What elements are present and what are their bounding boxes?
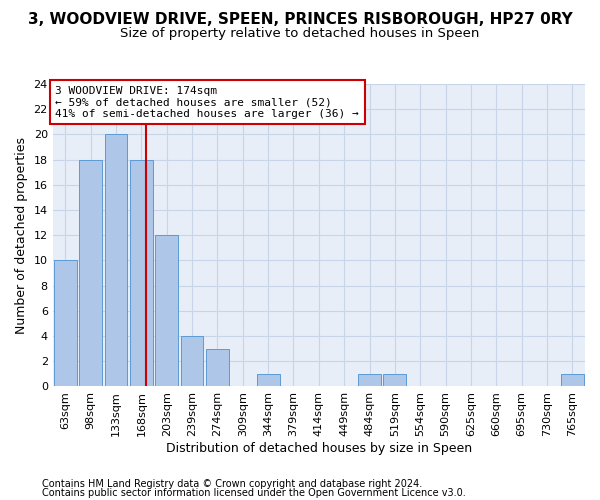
Text: Contains HM Land Registry data © Crown copyright and database right 2024.: Contains HM Land Registry data © Crown c…	[42, 479, 422, 489]
Bar	[206, 348, 229, 387]
Bar	[561, 374, 584, 386]
Bar	[383, 374, 406, 386]
Text: Contains public sector information licensed under the Open Government Licence v3: Contains public sector information licen…	[42, 488, 466, 498]
Bar	[104, 134, 127, 386]
Bar	[257, 374, 280, 386]
Bar	[155, 235, 178, 386]
Text: Size of property relative to detached houses in Speen: Size of property relative to detached ho…	[121, 28, 479, 40]
Bar	[79, 160, 102, 386]
X-axis label: Distribution of detached houses by size in Speen: Distribution of detached houses by size …	[166, 442, 472, 455]
Bar	[54, 260, 77, 386]
Bar	[181, 336, 203, 386]
Text: 3 WOODVIEW DRIVE: 174sqm
← 59% of detached houses are smaller (52)
41% of semi-d: 3 WOODVIEW DRIVE: 174sqm ← 59% of detach…	[55, 86, 359, 118]
Bar	[358, 374, 381, 386]
Text: 3, WOODVIEW DRIVE, SPEEN, PRINCES RISBOROUGH, HP27 0RY: 3, WOODVIEW DRIVE, SPEEN, PRINCES RISBOR…	[28, 12, 572, 28]
Y-axis label: Number of detached properties: Number of detached properties	[15, 136, 28, 334]
Bar	[130, 160, 153, 386]
